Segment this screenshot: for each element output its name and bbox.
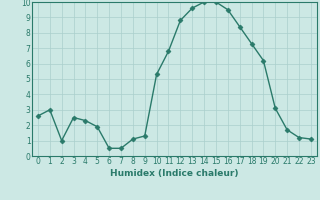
X-axis label: Humidex (Indice chaleur): Humidex (Indice chaleur) — [110, 169, 239, 178]
